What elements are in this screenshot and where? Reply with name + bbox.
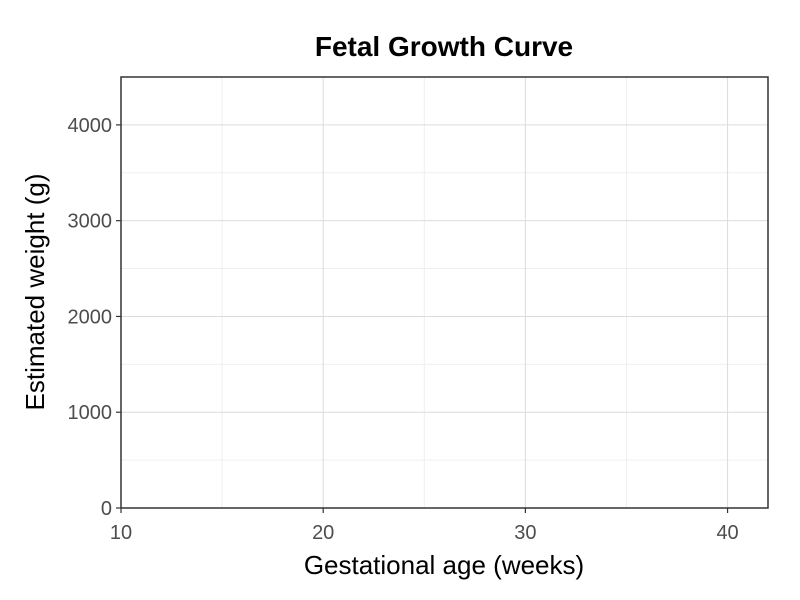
x-tick-label: 40 — [716, 522, 738, 544]
x-tick-label: 10 — [110, 522, 132, 544]
x-axis-title: Gestational age (weeks) — [304, 550, 584, 580]
x-tick-label: 20 — [312, 522, 334, 544]
y-tick-label: 1000 — [68, 402, 113, 424]
y-tick-label: 4000 — [68, 115, 113, 137]
x-axis-ticks: 10 20 30 40 — [110, 508, 739, 544]
minor-gridlines — [121, 77, 768, 508]
chart-title: Fetal Growth Curve — [315, 31, 573, 62]
y-tick-label: 2000 — [68, 306, 113, 328]
y-tick-label: 3000 — [68, 211, 113, 233]
x-tick-label: 30 — [514, 522, 536, 544]
y-axis-ticks: 0 1000 2000 3000 4000 — [68, 115, 121, 520]
y-tick-label: 0 — [101, 498, 112, 520]
plot-panel-border — [120, 76, 769, 509]
y-axis-title: Estimated weight (g) — [20, 174, 50, 411]
